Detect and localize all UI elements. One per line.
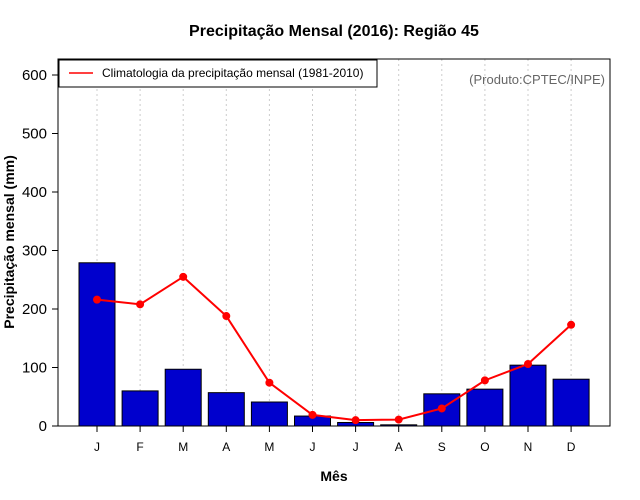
x-tick-label: J [353,440,359,454]
y-tick-label: 200 [22,301,47,318]
data-point [179,272,188,281]
y-tick-label: 300 [22,243,47,260]
bar [250,401,288,427]
data-point [394,415,403,424]
bars [78,262,590,427]
x-tick-label: O [480,440,489,454]
y-tick-label: 600 [22,67,47,84]
bar [509,364,547,427]
series-line [96,275,572,422]
x-axis-label: Mês [320,468,347,484]
y-tick-label: 500 [22,126,47,143]
credit-text: (Produto:CPTEC/INPE) [469,72,605,87]
data-point [93,295,101,304]
y-tick-label: 0 [39,418,47,435]
x-tick-label: M [178,440,188,454]
x-tick-label: N [524,440,533,454]
data-point [437,404,446,413]
bar [466,388,504,427]
x-tick-label: A [222,440,230,454]
x-tick-label: M [264,440,274,454]
chart-title: Precipitação Mensal (2016): Região 45 [189,23,479,40]
data-point [136,300,145,309]
legend: Climatologia da precipitação mensal (198… [58,59,378,88]
bar [121,390,159,427]
x-tick-label: J [310,440,316,454]
data-point [351,416,360,425]
x-tick-label: J [94,440,100,454]
data-point [308,410,317,419]
y-axis: 0 100 200 300 400 500 600 [22,67,58,435]
legend-label: Climatologia da precipitação mensal (198… [102,66,363,80]
data-point [222,312,231,321]
plot-frame [57,58,611,427]
bar [78,262,116,427]
y-tick-label: 400 [22,184,47,201]
x-tick-label: D [567,440,576,454]
data-point [480,376,489,385]
data-point [265,378,274,387]
y-axis-label: Precipitação mensal (mm) [1,155,17,329]
climatology-line [93,272,576,425]
bar [164,368,202,427]
y-tick-label: 100 [22,360,47,377]
x-tick-label: S [438,440,446,454]
x-tick-label: F [136,440,143,454]
data-point [567,320,576,329]
bar [552,378,590,427]
data-point [524,359,532,368]
legend-box [58,59,378,88]
grid-lines [96,59,572,426]
x-tick-label: A [395,440,403,454]
bar [207,392,245,427]
